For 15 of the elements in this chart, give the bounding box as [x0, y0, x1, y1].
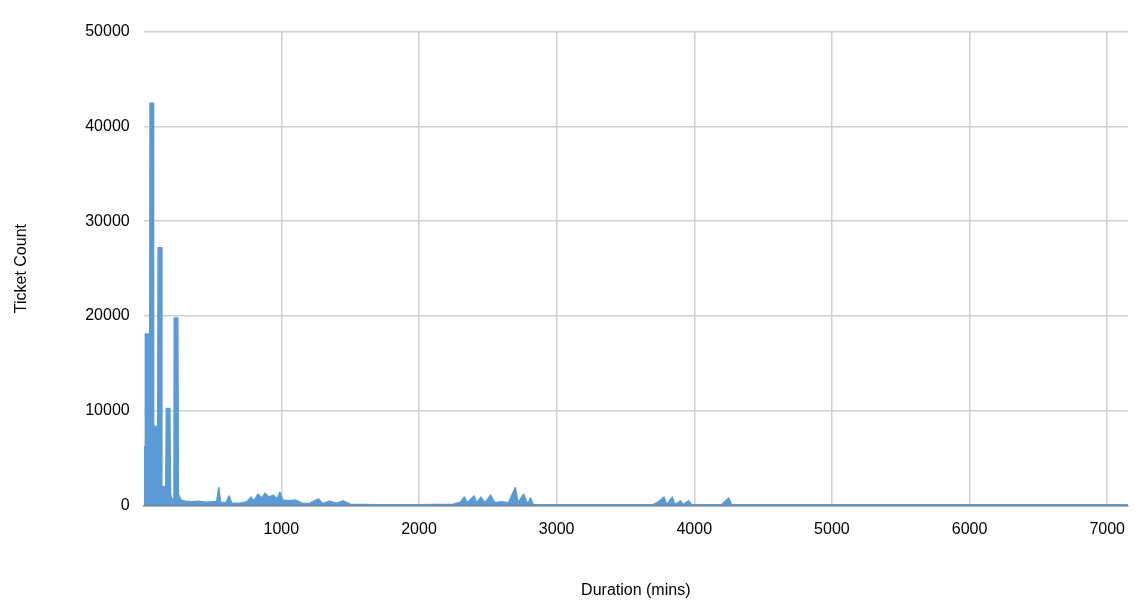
y-tick-label: 0 — [120, 496, 130, 514]
x-tick-label: 6000 — [951, 519, 988, 537]
x-tick-label: 1000 — [263, 519, 300, 537]
x-tick-label: 4000 — [676, 519, 713, 537]
y-tick-label: 30000 — [85, 211, 130, 229]
x-tick-label: 3000 — [538, 519, 575, 537]
x-axis-title: Duration (mins) — [581, 580, 691, 598]
x-tick-label: 7000 — [1089, 519, 1126, 537]
y-tick-label: 40000 — [85, 116, 130, 134]
y-tick-label: 20000 — [85, 306, 130, 324]
y-tick-label: 10000 — [85, 401, 130, 419]
y-tick-label: 50000 — [85, 22, 130, 40]
x-tick-label: 2000 — [401, 519, 437, 537]
x-tick-label: 5000 — [814, 519, 850, 537]
y-axis-title: Ticket Count — [12, 223, 30, 314]
